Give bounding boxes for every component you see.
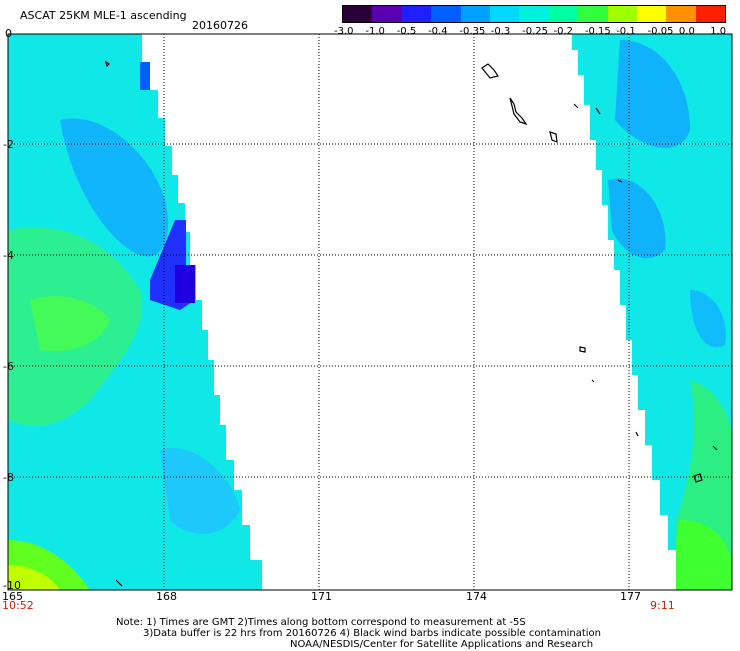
right-green-core [676, 520, 732, 590]
colorbar [342, 5, 726, 23]
y-tick-label: -4 [3, 249, 14, 262]
y-tick-label: 0 [5, 27, 12, 40]
colorbar-swatch [489, 6, 520, 22]
colorbar-swatch [695, 6, 726, 22]
y-tick-label: -10 [3, 579, 21, 592]
x-tick-label: 168 [156, 590, 177, 603]
colorbar-label: -3.0 [334, 26, 354, 37]
colorbar-label: -0.35 [459, 26, 486, 37]
colorbar-label: -0.15 [584, 26, 611, 37]
left-blue-zone [60, 118, 169, 257]
colorbar-swatch [578, 6, 608, 22]
colorbar-swatch [372, 6, 402, 22]
colorbar-swatch [666, 6, 696, 22]
colorbar-swatch [343, 6, 373, 22]
right-blue-zone-north [615, 40, 690, 149]
colorbar-label: -0.1 [616, 26, 636, 37]
colorbar-swatch [636, 6, 667, 22]
left-deep-blue [175, 265, 195, 303]
x-tick-label: 165 [2, 590, 23, 603]
colorbar-label: -0.25 [522, 26, 548, 37]
y-tick-label: -2 [3, 138, 14, 151]
colorbar-label: 0.0 [678, 26, 695, 37]
grid-lines [8, 34, 732, 590]
colorbar-label: -0.3 [490, 26, 511, 37]
colorbar-swatch [431, 6, 461, 22]
plot-frame [7, 33, 733, 591]
x-tick-label: 171 [311, 590, 332, 603]
left-south-blue [160, 448, 240, 534]
colorbar-label: -0.4 [428, 26, 448, 37]
x-tick-label: 174 [466, 590, 487, 603]
x-tick-label: 177 [620, 590, 641, 603]
right-blue-zone-mid [608, 178, 666, 259]
colorbar-label: -0.2 [553, 26, 573, 37]
left-blue-strip [140, 62, 150, 90]
colorbar-label: -0.5 [396, 26, 417, 37]
colorbar-swatch [401, 6, 432, 22]
y-tick-label: -8 [3, 471, 14, 484]
colorbar-swatch [460, 6, 490, 22]
y-tick-label: -6 [3, 360, 14, 373]
right-blue-zone-east [690, 290, 726, 348]
note-line-1: Note: 1) Times are GMT 2)Times along bot… [116, 617, 526, 628]
left-green-core [30, 296, 110, 352]
colorbar-label: -1.0 [365, 26, 385, 37]
note-line-3: NOAA/NESDIS/Center for Satellite Applica… [290, 639, 594, 650]
right-swath [572, 34, 732, 590]
colorbar-labels: -3.0 -1.0 -0.5 -0.4 -0.35 -0.3 -0.25 -0.2 -0.15-… [330, 26, 735, 38]
time-left: 10:52 [2, 599, 34, 612]
islands [105, 60, 718, 587]
colorbar-label: -0.05 [647, 26, 674, 37]
left-south-yellow [8, 565, 60, 590]
map-date: 20160726 [192, 19, 248, 32]
note-line-2: 3)Data buffer is 22 hrs from 20160726 4)… [143, 628, 601, 639]
time-right: 9:11 [650, 599, 675, 612]
map-title: ASCAT 25KM MLE-1 ascending [20, 9, 187, 22]
colorbar-swatch [519, 6, 549, 22]
colorbar-swatch [607, 6, 637, 22]
colorbar-label: 1.0 [710, 26, 727, 37]
colorbar-swatch [548, 6, 579, 22]
